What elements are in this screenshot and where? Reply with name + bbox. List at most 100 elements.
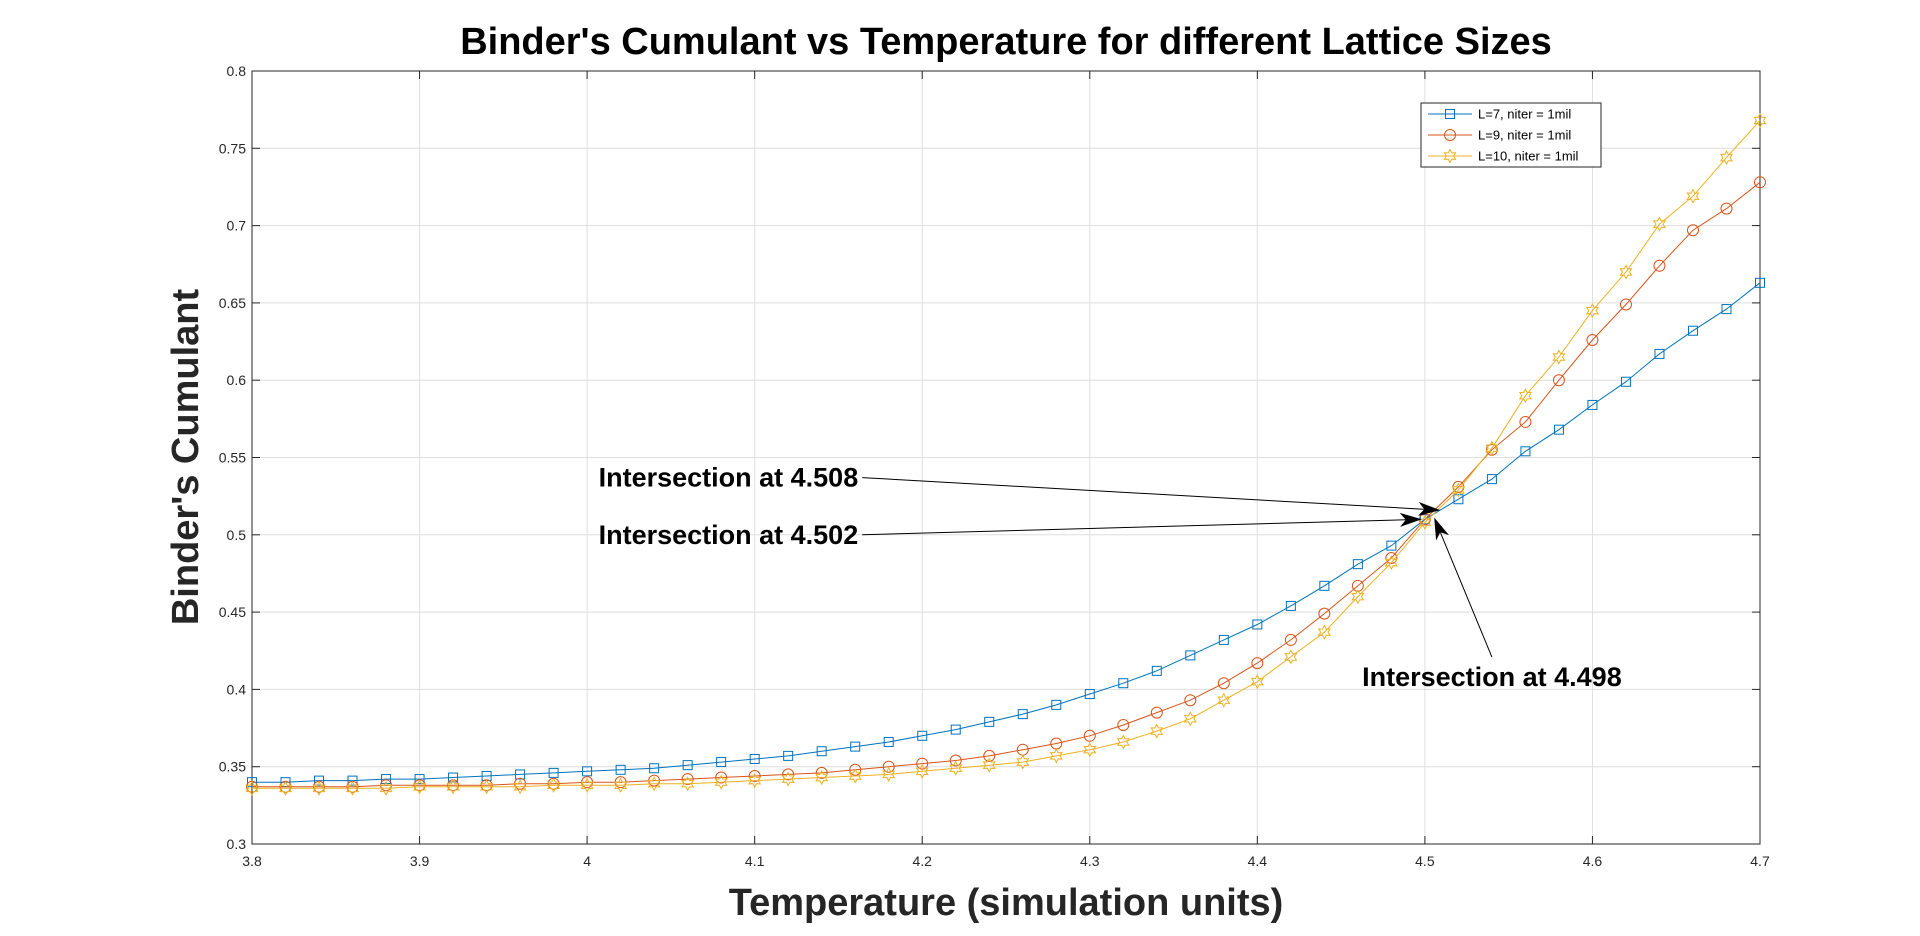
annotation-layer: Intersection at 4.508 Intersection at 4.5… xyxy=(599,463,1622,692)
data-point xyxy=(850,741,861,752)
data-point xyxy=(414,774,425,785)
legend-marker xyxy=(1445,109,1455,119)
data-point xyxy=(815,769,829,786)
legend-entry: L=7, niter = 1mil xyxy=(1428,107,1571,122)
data-point xyxy=(1184,694,1197,707)
data-point xyxy=(1218,634,1229,645)
x-tick-label: 4.7 xyxy=(1750,853,1770,869)
data-point xyxy=(649,763,660,774)
data-point xyxy=(1552,349,1566,365)
data-point xyxy=(1351,579,1364,592)
data-point xyxy=(1753,112,1767,129)
data-point xyxy=(682,760,693,771)
data-point xyxy=(1386,540,1397,551)
data-point xyxy=(1486,474,1497,485)
data-point xyxy=(1083,742,1097,758)
y-tick-label: 0.35 xyxy=(219,759,246,775)
data-point xyxy=(1351,589,1365,605)
data-point xyxy=(883,736,894,747)
data-point xyxy=(312,780,326,796)
data-point xyxy=(849,763,862,776)
data-point xyxy=(950,724,961,735)
data-point xyxy=(347,775,358,786)
data-point xyxy=(1318,607,1331,620)
y-tick-label: 0.7 xyxy=(227,218,247,234)
data-point xyxy=(1285,600,1296,611)
x-tick-label: 3.8 xyxy=(242,853,262,869)
data-point xyxy=(547,777,561,793)
data-point xyxy=(615,764,626,775)
data-point xyxy=(1117,718,1130,731)
x-tick-label: 3.9 xyxy=(410,853,430,869)
data-point xyxy=(479,779,494,795)
data-point xyxy=(1251,657,1264,670)
data-point xyxy=(782,768,795,781)
x-tick-label: 4.1 xyxy=(745,853,765,869)
data-point xyxy=(1619,298,1632,311)
data-point xyxy=(245,780,259,796)
data-point xyxy=(748,773,762,789)
annotation: Intersection at 4.502 xyxy=(599,512,1422,550)
data-point xyxy=(278,780,293,796)
chart-title: Binder's Cumulant vs Temperature for dif… xyxy=(460,21,1552,63)
series-3 xyxy=(245,112,1767,796)
annotation-arrow xyxy=(862,477,1441,516)
x-axis-label: Temperature (simulation units) xyxy=(729,882,1284,924)
data-point xyxy=(983,749,996,762)
data-point xyxy=(681,776,695,792)
data-point xyxy=(1519,415,1532,428)
data-point xyxy=(1654,348,1665,359)
data-point xyxy=(783,750,794,761)
data-point xyxy=(513,779,527,795)
x-tick-label: 4.5 xyxy=(1415,853,1435,869)
data-point xyxy=(1017,709,1028,720)
data-point xyxy=(882,760,895,773)
data-point xyxy=(1183,711,1197,727)
data-point xyxy=(848,768,862,784)
data-point xyxy=(749,753,760,764)
legend-label: L=9, niter = 1mil xyxy=(1478,128,1571,143)
y-tick-label: 0.3 xyxy=(227,836,247,852)
data-point xyxy=(1352,559,1363,570)
series-layer xyxy=(245,112,1767,796)
data-point xyxy=(917,730,928,741)
data-point xyxy=(1453,494,1464,505)
data-point xyxy=(379,780,393,796)
data-point xyxy=(748,769,761,782)
data-point xyxy=(1116,734,1130,750)
x-tick-label: 4 xyxy=(583,853,591,869)
data-point xyxy=(1719,150,1734,166)
data-point xyxy=(1252,619,1263,630)
legend-entry: L=10, niter = 1mil xyxy=(1428,148,1579,164)
data-point xyxy=(614,777,628,793)
y-tick-label: 0.5 xyxy=(227,527,247,543)
y-tick-label: 0.65 xyxy=(219,295,246,311)
data-point xyxy=(1586,334,1599,347)
data-point xyxy=(1217,692,1231,708)
data-point xyxy=(1284,649,1298,665)
annotation-label: Intersection at 4.498 xyxy=(1362,662,1622,692)
x-tick-label: 4.6 xyxy=(1583,853,1603,869)
annotation-arrow xyxy=(862,512,1422,536)
data-point xyxy=(580,777,594,793)
legend-marker xyxy=(1443,148,1457,164)
data-point xyxy=(448,772,459,783)
data-point xyxy=(1284,633,1297,646)
data-point xyxy=(1653,259,1666,272)
series-line xyxy=(252,120,1761,789)
annotation-label: Intersection at 4.508 xyxy=(599,463,859,493)
data-point xyxy=(1587,399,1598,410)
data-point xyxy=(1150,706,1163,719)
y-tick-label: 0.6 xyxy=(227,372,247,388)
data-point xyxy=(1686,224,1699,237)
y-tick-label: 0.8 xyxy=(227,63,247,79)
data-point xyxy=(1150,723,1164,739)
data-point xyxy=(1552,374,1565,387)
data-point xyxy=(1084,689,1095,700)
data-point xyxy=(781,771,795,787)
y-tick-label: 0.75 xyxy=(219,140,246,156)
data-point xyxy=(1619,264,1633,280)
data-point xyxy=(412,779,427,795)
data-point xyxy=(816,746,827,757)
